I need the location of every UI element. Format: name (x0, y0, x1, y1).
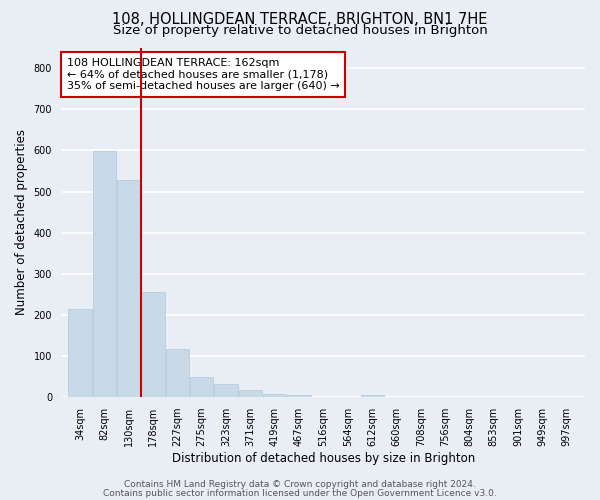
Bar (361, 395, 383, 397)
Text: Size of property relative to detached houses in Brighton: Size of property relative to detached ho… (113, 24, 487, 37)
Bar (142, 292, 164, 397)
X-axis label: Distribution of detached houses by size in Brighton: Distribution of detached houses by size … (172, 452, 475, 465)
Text: Contains public sector information licensed under the Open Government Licence v3: Contains public sector information licen… (103, 488, 497, 498)
Bar (166, 349, 189, 397)
Bar (68, 309, 92, 397)
Bar (117, 180, 140, 397)
Bar (263, 394, 286, 397)
Bar (239, 390, 262, 397)
Text: Contains HM Land Registry data © Crown copyright and database right 2024.: Contains HM Land Registry data © Crown c… (124, 480, 476, 489)
Bar (214, 384, 238, 397)
Text: 108, HOLLINGDEAN TERRACE, BRIGHTON, BN1 7HE: 108, HOLLINGDEAN TERRACE, BRIGHTON, BN1 … (112, 12, 488, 28)
Bar (93, 151, 116, 397)
Bar (190, 376, 213, 397)
Bar (287, 395, 311, 397)
Y-axis label: Number of detached properties: Number of detached properties (15, 130, 28, 316)
Text: 108 HOLLINGDEAN TERRACE: 162sqm
← 64% of detached houses are smaller (1,178)
35%: 108 HOLLINGDEAN TERRACE: 162sqm ← 64% of… (67, 58, 340, 91)
